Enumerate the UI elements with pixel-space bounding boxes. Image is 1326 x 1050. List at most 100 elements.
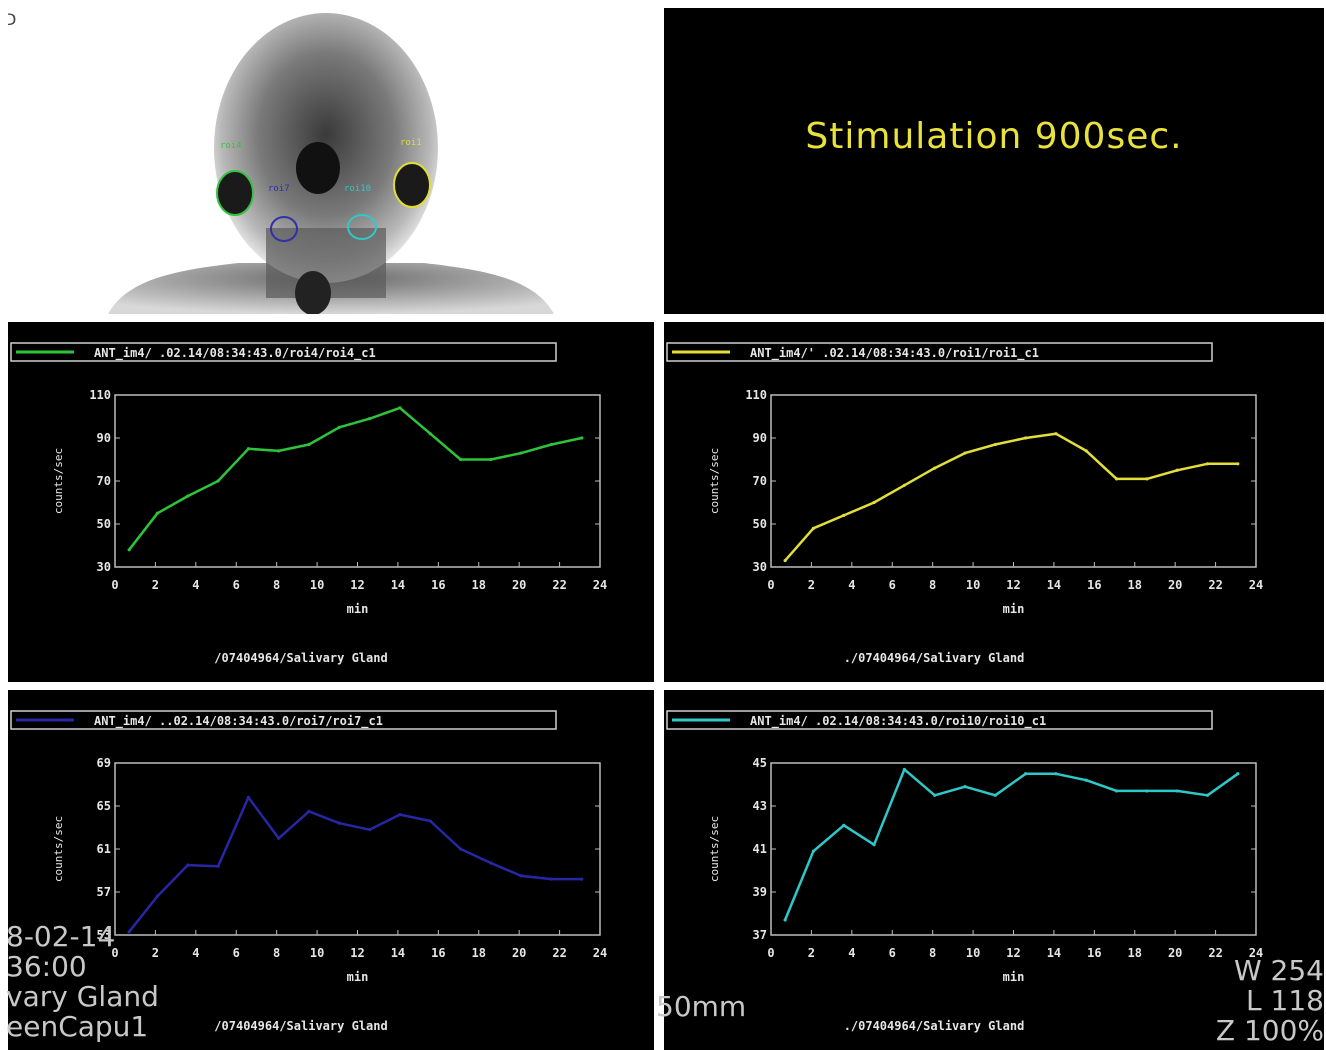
- chart2-ytick-label: 61: [97, 842, 111, 856]
- chart2-yaxis-label: counts/sec: [52, 816, 65, 882]
- scintigraphy-image: roi4 roi1 roi7 roi10: [8, 8, 654, 314]
- chart0-legend-label: ANT_im4/ .02.14/08:34:43.0/roi4/roi4_c1: [94, 346, 376, 361]
- chart1-series-line: [785, 434, 1238, 561]
- chart0-data-point: [277, 449, 280, 452]
- overlay-left-info: 8-02-14 36:00 vary Gland eenCapu1: [6, 922, 159, 1042]
- chart3-data-point: [1206, 794, 1209, 797]
- roi7-label: roi7: [268, 184, 290, 194]
- chart3-series-line: [785, 769, 1238, 920]
- stimulation-label: Stimulation 900sec.: [664, 116, 1324, 157]
- chart3-xtick-label: 4: [848, 946, 855, 960]
- chart1-data-point: [994, 443, 997, 446]
- chart1-xtick-label: 10: [966, 578, 980, 592]
- chart1-xtick-label: 22: [1208, 578, 1222, 592]
- chart0-data-point: [550, 443, 553, 446]
- chart0-xtick-label: 22: [552, 578, 566, 592]
- chart1-data-point: [1236, 462, 1239, 465]
- chart0-xtick-label: 8: [273, 578, 280, 592]
- chart3-data-point: [1054, 772, 1057, 775]
- chart1-data-point: [903, 484, 906, 487]
- chart1-ytick-label: 70: [753, 474, 767, 488]
- chart0-xaxis-label: min: [347, 602, 369, 616]
- chart2-data-point: [186, 864, 189, 867]
- chart3-data-point: [933, 794, 936, 797]
- chart0-data-point: [520, 451, 523, 454]
- chart3-data-point: [872, 843, 875, 846]
- chart0-xtick-label: 4: [192, 578, 199, 592]
- chart3-xtick-label: 10: [966, 946, 980, 960]
- chart2-data-point: [580, 878, 583, 881]
- roi4-contour: [217, 171, 253, 215]
- chart0-data-point: [156, 512, 159, 515]
- chart2-xtick-label: 22: [552, 946, 566, 960]
- chart1-data-point: [872, 501, 875, 504]
- scintigraphy-image-panel: roi4 roi1 roi7 roi10 D: [8, 8, 654, 314]
- chart1-xtick-label: 0: [767, 578, 774, 592]
- roi10-label: roi10: [344, 184, 371, 194]
- chart0-xtick-label: 16: [431, 578, 445, 592]
- chart3-xtick-label: 12: [1006, 946, 1020, 960]
- chart2-data-point: [520, 874, 523, 877]
- chart3-xtick-label: 8: [929, 946, 936, 960]
- chart0-data-point: [247, 447, 250, 450]
- chart1-data-point: [1206, 462, 1209, 465]
- overlay-window: W 254: [1206, 956, 1324, 986]
- chart3-ytick-label: 37: [753, 928, 767, 942]
- chart2-xtick-label: 8: [273, 946, 280, 960]
- chart0-xtick-label: 6: [233, 578, 240, 592]
- chart2-footer-label: /07404964/Salivary Gland: [214, 1019, 387, 1033]
- overlay-right-info: W 254 L 118 Z 100%: [1206, 956, 1324, 1046]
- chart2-xtick-label: 16: [431, 946, 445, 960]
- chart0-data-point: [459, 458, 462, 461]
- chart1-xtick-label: 14: [1047, 578, 1061, 592]
- chart1-data-point: [1085, 449, 1088, 452]
- roi1-time-activity-chart: ANT_im4/' .02.14/08:34:43.0/roi1/roi1_c1…: [664, 322, 1324, 682]
- chart2-data-point: [216, 865, 219, 868]
- roi1-contour: [394, 163, 430, 207]
- chart2-data-point: [156, 895, 159, 898]
- chart0-ytick-label: 90: [97, 431, 111, 445]
- chart1-ytick-label: 90: [753, 431, 767, 445]
- chart3-ytick-label: 43: [753, 799, 767, 813]
- chart0-data-point: [368, 417, 371, 420]
- chart2-data-point: [277, 837, 280, 840]
- chart2-legend-label: ANT_im4/ ..02.14/08:34:43.0/roi7/roi7_c1: [94, 714, 383, 729]
- chart0-data-point: [580, 436, 583, 439]
- overlay-time: 36:00: [6, 952, 159, 982]
- chart3-data-point: [1085, 779, 1088, 782]
- chart3-ytick-label: 41: [753, 842, 767, 856]
- chart0-xtick-label: 14: [391, 578, 405, 592]
- chart1-xaxis-label: min: [1003, 602, 1025, 616]
- chart0-series-line: [129, 408, 582, 550]
- chart3-data-point: [1115, 789, 1118, 792]
- chart2-data-point: [489, 861, 492, 864]
- chart1-data-point: [1054, 432, 1057, 435]
- overlay-device: eenCapu1: [6, 1012, 159, 1042]
- chart0-ytick-label: 30: [97, 560, 111, 574]
- chart1-data-point: [933, 467, 936, 470]
- chart3-footer-label: ./07404964/Salivary Gland: [844, 1019, 1025, 1033]
- chart1-data-point: [784, 559, 787, 562]
- chart3-xtick-label: 20: [1168, 946, 1182, 960]
- chart0-yaxis-label: counts/sec: [52, 448, 65, 514]
- roi4-time-activity-chart: ANT_im4/ .02.14/08:34:43.0/roi4/roi4_c1 3…: [8, 322, 654, 682]
- chart3-data-point: [1145, 789, 1148, 792]
- chart3-data-point: [1176, 789, 1179, 792]
- chart2-data-point: [368, 828, 371, 831]
- chart2-data-point: [247, 796, 250, 799]
- chart0-data-point: [307, 443, 310, 446]
- chart1-xtick-label: 18: [1128, 578, 1142, 592]
- chart0-xtick-label: 18: [472, 578, 486, 592]
- chart3-data-point: [1024, 772, 1027, 775]
- chart-panel-roi4: ANT_im4/ .02.14/08:34:43.0/roi4/roi4_c1 3…: [8, 322, 654, 682]
- chart0-xtick-label: 24: [593, 578, 607, 592]
- chart2-data-point: [398, 813, 401, 816]
- chart2-data-point: [429, 819, 432, 822]
- stimulation-panel: Stimulation 900sec.: [664, 8, 1324, 314]
- chart3-xtick-label: 2: [808, 946, 815, 960]
- chart2-xtick-label: 6: [233, 946, 240, 960]
- chart0-xtick-label: 10: [310, 578, 324, 592]
- chart2-ytick-label: 57: [97, 885, 111, 899]
- chart1-yaxis-label: counts/sec: [708, 448, 721, 514]
- chart3-data-point: [963, 785, 966, 788]
